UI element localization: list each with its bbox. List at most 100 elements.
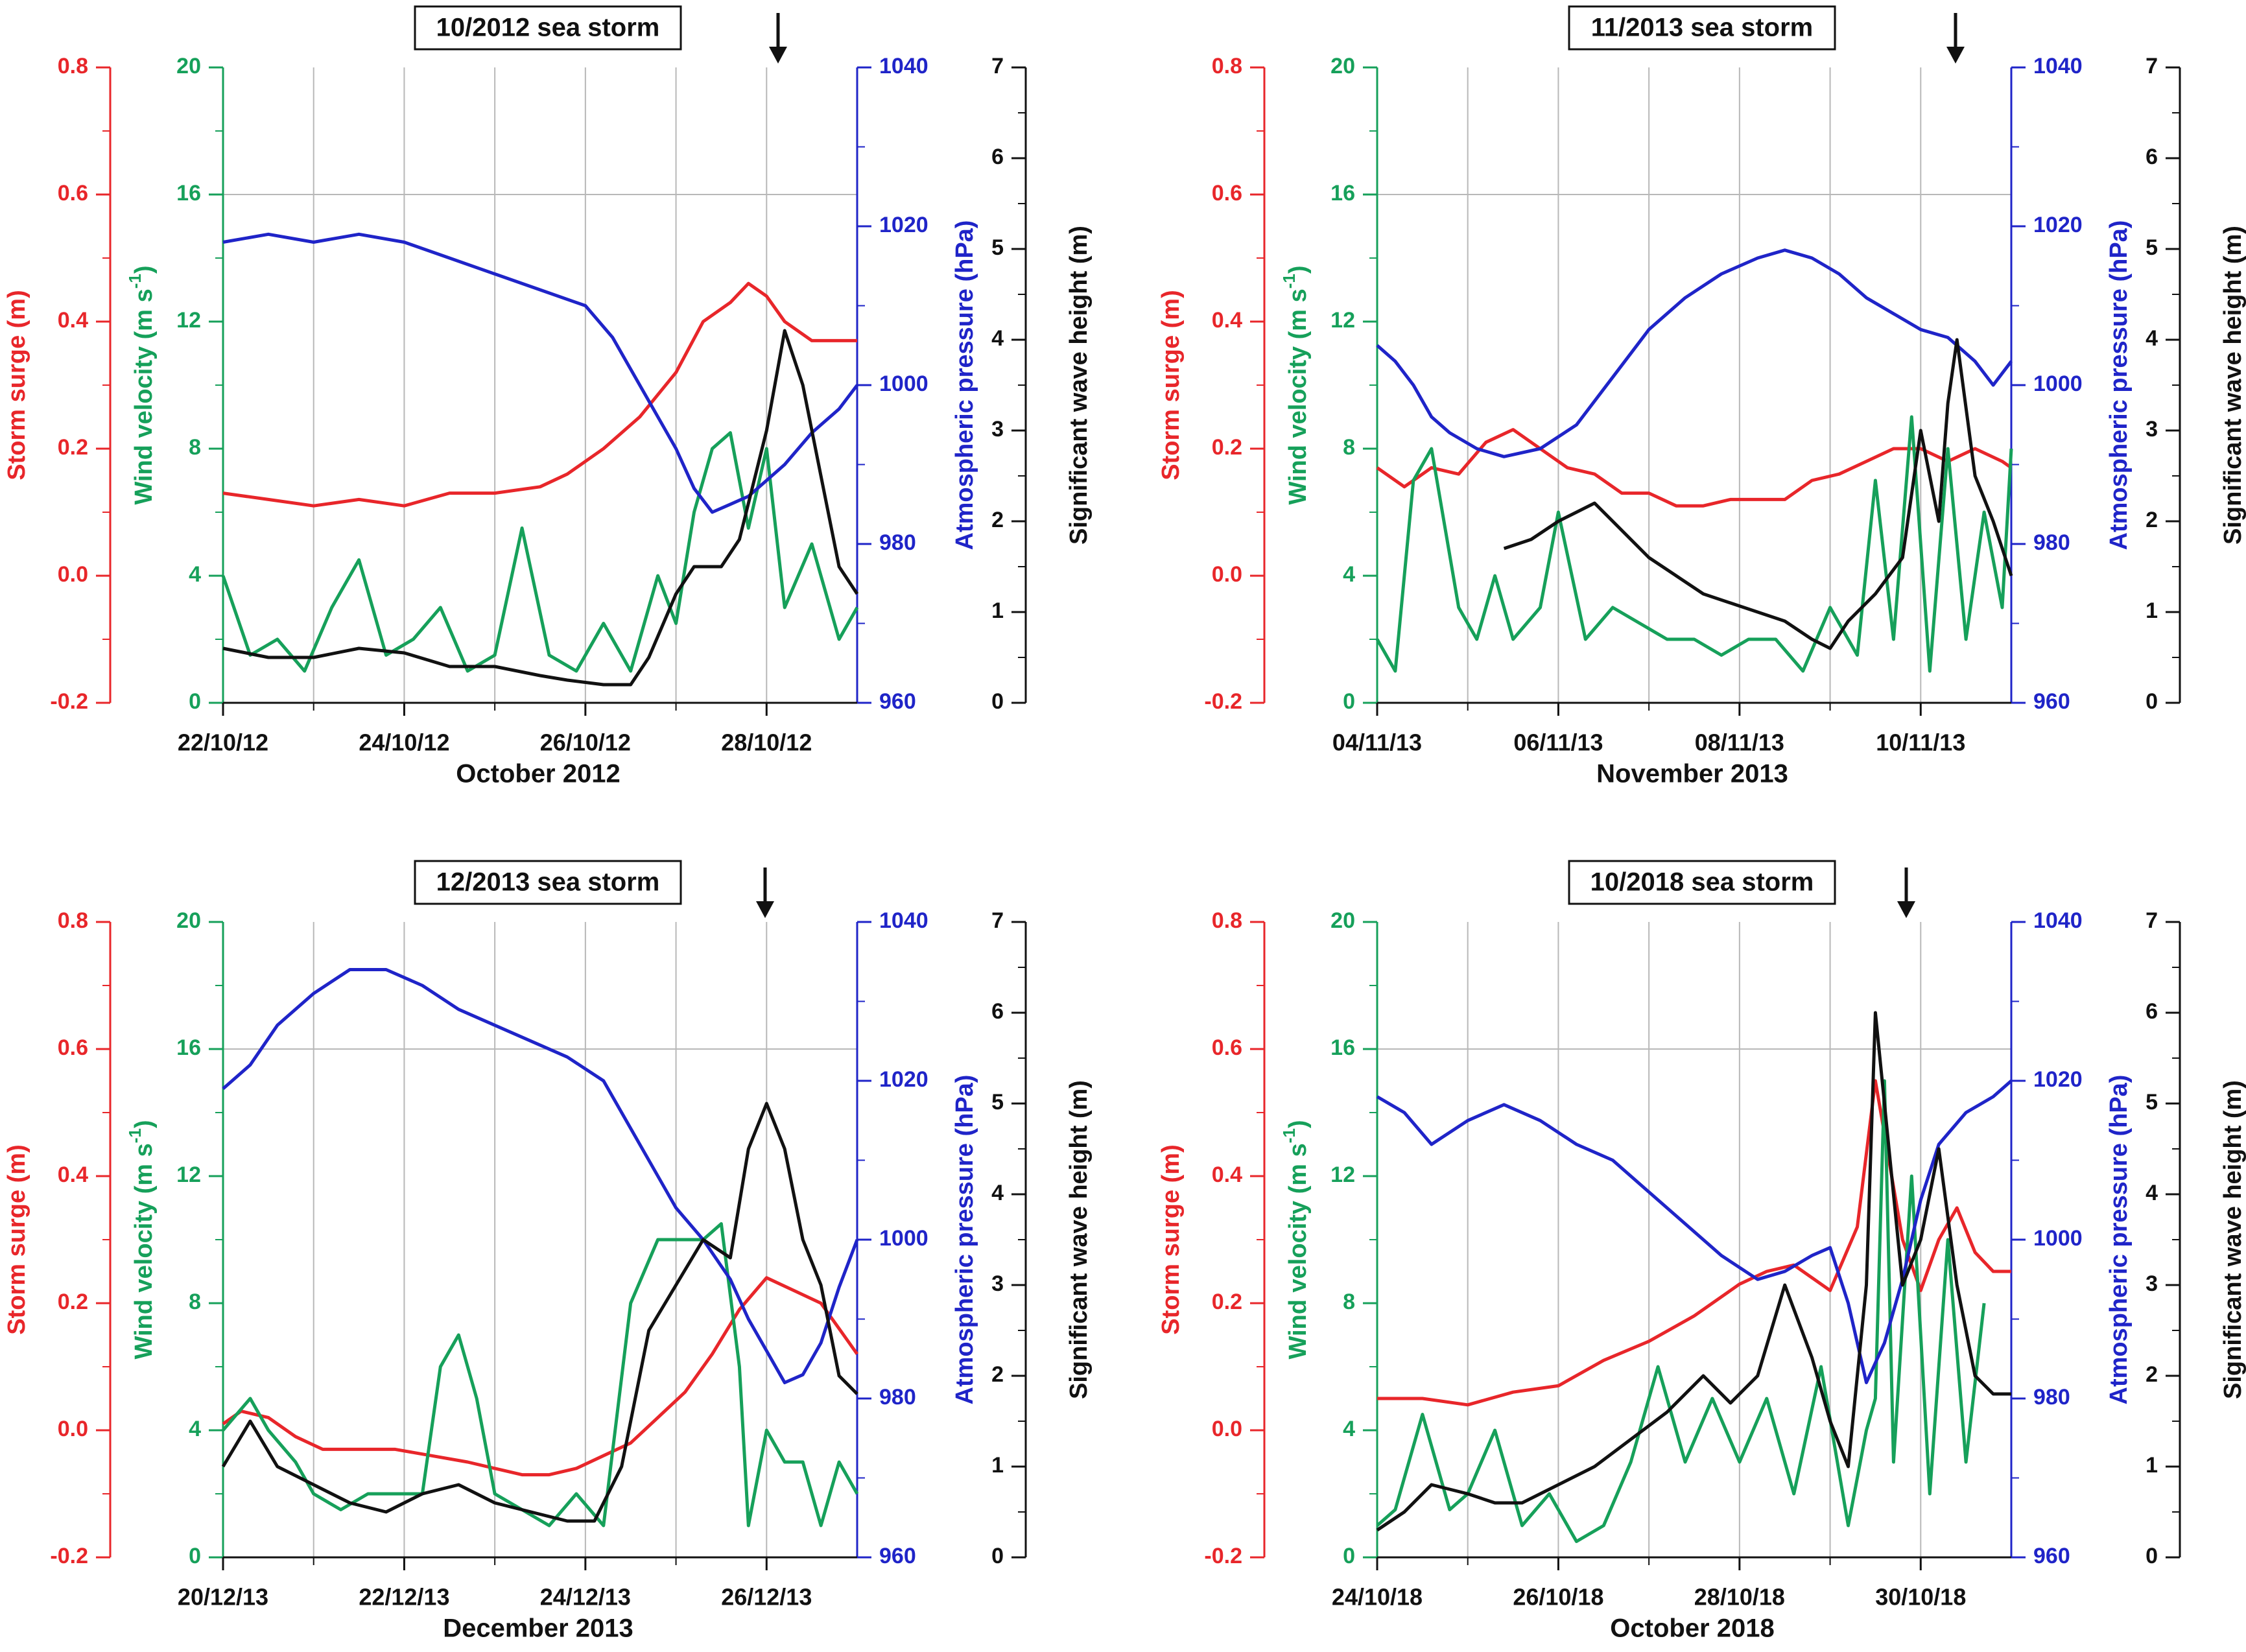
wind-tick-label: 0 xyxy=(189,1544,201,1568)
wind-tick-label: 4 xyxy=(1343,562,1355,587)
x-tick-label: 06/11/13 xyxy=(1513,729,1603,756)
storm-surge-axis-label: Storm surge (m) xyxy=(3,1144,30,1334)
surge-tick-label: 0.4 xyxy=(1212,1162,1242,1187)
wind-velocity-axis-label: Wind velocity (m s-1) xyxy=(125,265,158,504)
surge-tick-label: 0.6 xyxy=(58,1035,88,1060)
wind-label-superscript: -1 xyxy=(1279,274,1299,289)
wave-tick-label: 4 xyxy=(2146,1181,2158,1205)
wave-tick-label: 0 xyxy=(991,689,1004,714)
wind-tick-label: 12 xyxy=(1330,1162,1355,1187)
storm-title: 11/2013 sea storm xyxy=(1591,14,1813,42)
wave-height-axis-label: Significant wave height (m) xyxy=(2219,226,2246,545)
x-tick-label: 24/10/12 xyxy=(359,729,449,756)
peak-arrow-head xyxy=(756,901,774,918)
series-line-wind xyxy=(221,431,859,673)
x-tick-label: 26/12/13 xyxy=(721,1584,812,1611)
pressure-tick-label: 1020 xyxy=(2033,213,2083,237)
wind-tick-label: 4 xyxy=(189,1417,201,1441)
wind-label-superscript: -1 xyxy=(125,1128,145,1143)
wave-tick-label: 6 xyxy=(2146,999,2158,1024)
x-tick-label: 28/10/18 xyxy=(1694,1584,1785,1611)
pressure-tick-label: 1000 xyxy=(879,1226,928,1251)
surge-tick-label: -0.2 xyxy=(1204,689,1242,714)
wind-tick-label: 12 xyxy=(176,308,201,333)
wind-label-main: Wind velocity (m s xyxy=(130,289,158,504)
x-tick-label: 24/10/18 xyxy=(1332,1584,1423,1611)
wind-tick-label: 20 xyxy=(176,908,201,933)
pressure-tick-label: 1000 xyxy=(2033,372,2083,396)
wave-tick-label: 7 xyxy=(991,54,1004,78)
storm-surge-axis-label: Storm surge (m) xyxy=(1157,290,1185,480)
series-line-wave xyxy=(1376,1011,2011,1532)
x-tick-label: 28/10/12 xyxy=(721,729,812,756)
surge-tick-label: -0.2 xyxy=(1204,1544,1242,1568)
x-axis-label: November 2013 xyxy=(1596,760,1788,788)
wind-label-close: ) xyxy=(130,1120,158,1128)
wave-tick-label: 6 xyxy=(2146,145,2158,169)
wind-label-superscript: -1 xyxy=(1279,1128,1299,1143)
wave-tick-label: 2 xyxy=(2146,1362,2158,1387)
axis-wind: 0 4 8 12 16 20 xyxy=(1330,54,1378,714)
pressure-tick-label: 1040 xyxy=(2033,908,2083,933)
wave-tick-label: 1 xyxy=(991,1453,1004,1478)
surge-tick-label: 0.0 xyxy=(1212,1417,1242,1441)
wave-tick-label: 1 xyxy=(2146,598,2158,623)
wave-tick-label: 5 xyxy=(2146,1090,2158,1115)
wind-label-main: Wind velocity (m s xyxy=(1284,1143,1312,1359)
wave-height-axis-label: Significant wave height (m) xyxy=(1065,226,1093,545)
wind-tick-label: 8 xyxy=(189,1290,201,1314)
wind-tick-label: 4 xyxy=(1343,1417,1355,1441)
surge-tick-label: -0.2 xyxy=(50,689,88,714)
atmospheric-pressure-axis-label: Atmospheric pressure (hPa) xyxy=(2105,220,2133,550)
axis-surge: -0.2 0.0 0.2 0.4 0.6 0.8 xyxy=(1204,908,1266,1568)
axis-wind: 0 4 8 12 16 20 xyxy=(1330,908,1378,1568)
wave-tick-label: 5 xyxy=(991,235,1004,260)
x-tick-label: 08/11/13 xyxy=(1695,729,1784,756)
axis-wind: 0 4 8 12 16 20 xyxy=(176,908,224,1568)
wave-tick-label: 0 xyxy=(991,1544,1004,1568)
pressure-tick-label: 1040 xyxy=(879,908,928,933)
axis-surge: -0.2 0.0 0.2 0.4 0.6 0.8 xyxy=(50,908,112,1568)
surge-tick-label: 0.6 xyxy=(1212,181,1242,206)
wave-tick-label: 3 xyxy=(2146,417,2158,442)
wind-tick-label: 16 xyxy=(1330,1035,1355,1060)
storm-title: 10/2012 sea storm xyxy=(436,14,660,42)
x-axis-label: October 2018 xyxy=(1610,1614,1774,1643)
wind-tick-label: 0 xyxy=(189,689,201,714)
axis-wave: 0 1 2 3 4 5 6 7 xyxy=(2146,54,2181,714)
storm-surge-axis-label: Storm surge (m) xyxy=(1157,1144,1185,1334)
pressure-tick-label: 980 xyxy=(2033,530,2070,555)
axis-wave: 0 1 2 3 4 5 6 7 xyxy=(991,908,1027,1568)
wave-tick-label: 2 xyxy=(991,1362,1004,1387)
series-line-wave xyxy=(222,329,859,687)
wind-label-superscript: -1 xyxy=(125,274,145,289)
wave-tick-label: 7 xyxy=(991,908,1004,933)
pressure-tick-label: 1000 xyxy=(879,372,928,396)
wave-tick-label: 6 xyxy=(991,145,1004,169)
surge-tick-label: 0.4 xyxy=(58,308,88,333)
series-line-pressure xyxy=(1376,248,2013,458)
wind-label-main: Wind velocity (m s xyxy=(1284,289,1312,504)
wind-velocity-axis-label: Wind velocity (m s-1) xyxy=(1279,1120,1312,1359)
series-line-pressure xyxy=(1376,1080,2013,1384)
surge-tick-label: 0.0 xyxy=(58,1417,88,1441)
pressure-tick-label: 1040 xyxy=(879,54,928,78)
axis-surge: -0.2 0.0 0.2 0.4 0.6 0.8 xyxy=(50,54,112,714)
series-line-surge xyxy=(222,281,857,508)
chart-panel-2: -0.20.00.20.40.60.8048121620960980100010… xyxy=(1157,5,2246,788)
chart-panel-4: -0.20.00.20.40.60.8048121620960980100010… xyxy=(1157,860,2246,1643)
x-tick-label: 26/10/12 xyxy=(540,729,631,756)
x-tick-label: 20/12/13 xyxy=(178,1584,268,1611)
wind-tick-label: 16 xyxy=(1330,181,1355,206)
wind-velocity-axis-label: Wind velocity (m s-1) xyxy=(125,1120,158,1359)
x-tick-label: 22/12/13 xyxy=(359,1584,449,1611)
wind-tick-label: 0 xyxy=(1343,1544,1355,1568)
pressure-tick-label: 960 xyxy=(2033,1544,2070,1568)
wind-tick-label: 16 xyxy=(176,181,201,206)
surge-tick-label: 0.8 xyxy=(1212,54,1242,78)
wind-tick-label: 0 xyxy=(1343,689,1355,714)
surge-tick-label: 0.4 xyxy=(58,1162,88,1187)
wave-tick-label: 4 xyxy=(2146,326,2158,351)
storm-title: 10/2018 sea storm xyxy=(1590,868,1814,897)
